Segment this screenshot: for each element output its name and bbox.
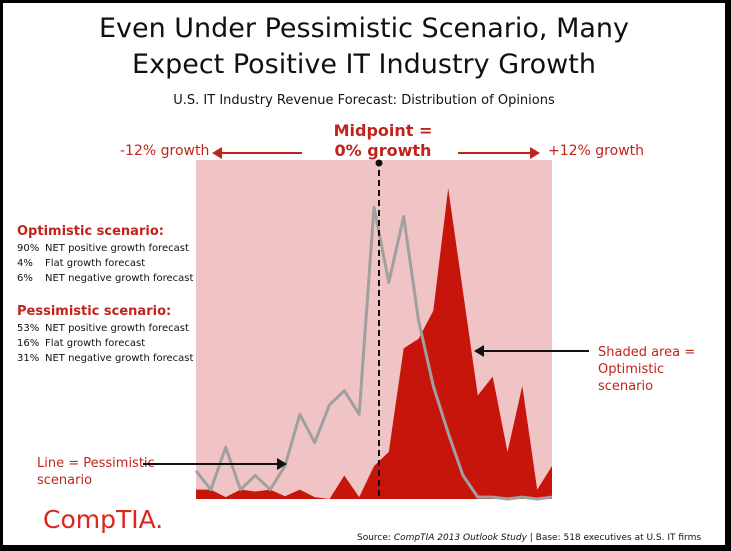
shaded-legend-note: Shaded area = Optimistic scenario bbox=[598, 344, 695, 395]
slide: Even Under Pessimistic Scenario, Many Ex… bbox=[3, 3, 725, 545]
pessimistic-desc: NET negative growth forecast bbox=[45, 353, 194, 364]
line-pointer-arrow-icon bbox=[143, 458, 287, 470]
chart bbox=[194, 159, 553, 501]
line-legend-note: Line = Pessimistic scenario bbox=[37, 455, 155, 489]
optimistic-pct: 90% bbox=[17, 243, 40, 254]
title-line-1: Even Under Pessimistic Scenario, Many bbox=[98, 13, 630, 44]
source-study: CompTIA 2013 Outlook Study bbox=[393, 533, 527, 543]
optimistic-pct: 4% bbox=[17, 258, 33, 269]
optimistic-desc: NET positive growth forecast bbox=[45, 243, 189, 254]
max-growth-label: +12% growth bbox=[548, 143, 645, 159]
source-note: Source: CompTIA 2013 Outlook Study | Bas… bbox=[357, 533, 701, 543]
pessimistic-desc: NET positive growth forecast bbox=[45, 323, 189, 334]
pessimistic-row: 16% Flat growth forecast bbox=[17, 336, 193, 351]
left-arrow-icon bbox=[212, 147, 302, 159]
shaded-note-line-1: Shaded area = bbox=[598, 345, 696, 360]
optimistic-row: 90% NET positive growth forecast bbox=[17, 241, 193, 256]
pessimistic-line bbox=[194, 205, 553, 501]
source-prefix: Source: bbox=[357, 533, 394, 543]
shaded-pointer-arrow-icon bbox=[474, 345, 589, 357]
right-arrow-icon bbox=[458, 147, 540, 159]
midpoint-dot bbox=[375, 159, 383, 167]
line-note-line-1: Line = Pessimistic bbox=[37, 456, 155, 471]
pessimistic-heading: Pessimistic scenario: bbox=[17, 304, 172, 319]
optimistic-row: 4% Flat growth forecast bbox=[17, 256, 193, 271]
pessimistic-pct: 31% bbox=[17, 353, 40, 364]
optimistic-desc: NET negative growth forecast bbox=[45, 273, 194, 284]
optimistic-row: 6% NET negative growth forecast bbox=[17, 271, 193, 286]
shaded-note-line-2: Optimistic bbox=[598, 362, 665, 377]
chart-subtitle: U.S. IT Industry Revenue Forecast: Distr… bbox=[173, 93, 555, 108]
optimistic-summary: Optimistic scenario: 90% NET positive gro… bbox=[17, 223, 193, 286]
source-suffix: | Base: 518 executives at U.S. IT firms bbox=[526, 533, 702, 543]
midpoint-label-line-1: Midpoint = bbox=[333, 121, 433, 140]
line-note-line-2: scenario bbox=[37, 473, 93, 488]
midpoint-label-line-2: 0% growth bbox=[334, 141, 432, 160]
slide-title: Even Under Pessimistic Scenario, Many Ex… bbox=[3, 11, 725, 83]
midpoint-label: Midpoint = 0% growth bbox=[303, 121, 463, 161]
pessimistic-summary: Pessimistic scenario: 53% NET positive gr… bbox=[17, 303, 193, 366]
comptia-logo: CompTIA. bbox=[43, 505, 164, 534]
optimistic-area bbox=[196, 188, 552, 500]
optimistic-desc: Flat growth forecast bbox=[45, 258, 146, 269]
optimistic-pct: 6% bbox=[17, 273, 33, 284]
pessimistic-pct: 16% bbox=[17, 338, 40, 349]
optimistic-heading: Optimistic scenario: bbox=[17, 224, 164, 239]
min-growth-label: -12% growth bbox=[120, 143, 210, 159]
pessimistic-row: 53% NET positive growth forecast bbox=[17, 321, 193, 336]
pessimistic-line-layer bbox=[194, 205, 553, 501]
pessimistic-pct: 53% bbox=[17, 323, 40, 334]
optimistic-area-layer bbox=[196, 188, 552, 500]
title-line-2: Expect Positive IT Industry Growth bbox=[132, 49, 596, 80]
pessimistic-desc: Flat growth forecast bbox=[45, 338, 146, 349]
shaded-note-line-3: scenario bbox=[598, 379, 654, 394]
pessimistic-row: 31% NET negative growth forecast bbox=[17, 351, 193, 366]
